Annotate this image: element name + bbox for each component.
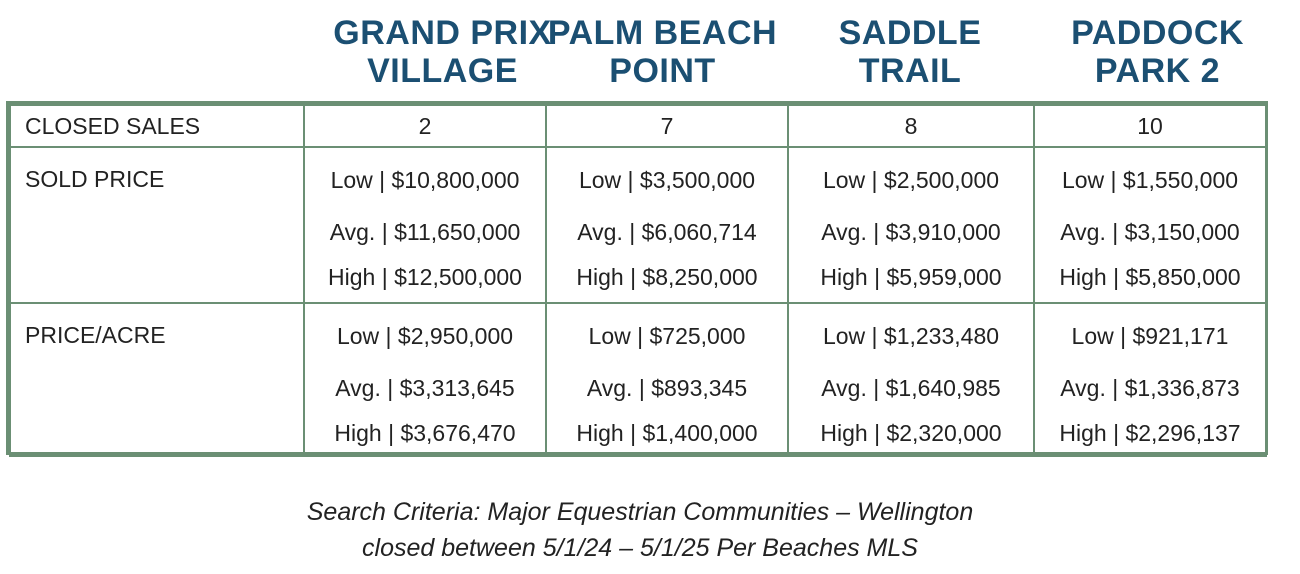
sold-price-low: Low | $3,500,000 [578,167,756,193]
sold-price-low: Low | $2,500,000 [822,167,1000,193]
sold-price-cell: Low | $1,550,000 Avg. | $3,150,000 High … [1033,146,1267,304]
column-header-line: VILLAGE [367,52,518,90]
table-row-sold-price: SOLD PRICE Low | $10,800,000 Avg. | $11,… [9,146,1267,304]
sold-price-cell: Low | $3,500,000 Avg. | $6,060,714 High … [545,146,789,304]
column-header-line: PADDOCK [1071,14,1244,52]
price-acre-high: High | $3,676,470 [334,419,516,446]
sold-price-low: Low | $1,550,000 [1061,167,1239,193]
price-acre-high: High | $2,320,000 [820,419,1002,446]
column-header-palm-beach-point: PALM BEACH POINT [540,14,785,90]
column-header-paddock-park-2: PADDOCK PARK 2 [1035,14,1280,90]
column-headers: GRAND PRIX VILLAGE PALM BEACH POINT SADD… [0,14,1300,94]
sold-price-avg: Avg. | $11,650,000 [329,219,521,245]
column-header-line: PALM BEACH [547,14,778,52]
price-acre-cell: Low | $725,000 Avg. | $893,345 High | $1… [545,302,789,457]
closed-sales-value: 10 [1033,104,1267,148]
column-header-line: GRAND PRIX [333,14,552,52]
sold-price-high: High | $12,500,000 [328,263,522,290]
sold-price-high: High | $8,250,000 [576,263,758,290]
closed-sales-value: 8 [787,104,1035,148]
sold-price-avg: Avg. | $3,150,000 [1060,219,1240,245]
price-acre-high: High | $1,400,000 [576,419,758,446]
footer-line-1: Search Criteria: Major Equestrian Commun… [306,498,974,526]
closed-sales-value: 7 [545,104,789,148]
sold-price-avg: Avg. | $6,060,714 [577,219,757,245]
row-label-closed-sales: CLOSED SALES [9,104,305,148]
sold-price-high: High | $5,850,000 [1059,263,1241,290]
price-acre-avg: Avg. | $3,313,645 [335,375,515,401]
price-acre-cell: Low | $921,171 Avg. | $1,336,873 High | … [1033,302,1267,457]
row-label-price-per-acre: PRICE/ACRE [9,302,305,457]
search-criteria-note: Search Criteria: Major Equestrian Commun… [0,494,1280,566]
sold-price-high: High | $5,959,000 [820,263,1002,290]
price-acre-cell: Low | $1,233,480 Avg. | $1,640,985 High … [787,302,1035,457]
price-acre-low: Low | $921,171 [1071,323,1229,349]
sales-table-grid: CLOSED SALES 2 7 8 10 SOLD PRICE Low | $… [9,104,1267,457]
price-acre-avg: Avg. | $893,345 [586,375,748,401]
column-header-grand-prix-village: GRAND PRIX VILLAGE [300,14,585,90]
sales-table: CLOSED SALES 2 7 8 10 SOLD PRICE Low | $… [6,101,1268,457]
column-header-line: PARK 2 [1094,52,1221,90]
sold-price-avg: Avg. | $3,910,000 [821,219,1001,245]
column-header-line: SADDLE [838,14,982,52]
price-acre-avg: Avg. | $1,336,873 [1060,375,1240,401]
price-acre-low: Low | $1,233,480 [822,323,1000,349]
footer-line-2: closed between 5/1/24 – 5/1/25 Per Beach… [362,534,918,562]
price-acre-low: Low | $725,000 [588,323,746,349]
sold-price-low: Low | $10,800,000 [330,167,520,193]
price-acre-high: High | $2,296,137 [1059,419,1241,446]
price-acre-cell: Low | $2,950,000 Avg. | $3,313,645 High … [303,302,547,457]
column-header-saddle-trail: SADDLE TRAIL [788,14,1032,90]
closed-sales-value: 2 [303,104,547,148]
column-header-line: TRAIL [858,52,962,90]
price-acre-low: Low | $2,950,000 [336,323,514,349]
sold-price-cell: Low | $10,800,000 Avg. | $11,650,000 Hig… [303,146,547,304]
column-header-line: POINT [609,52,716,90]
price-acre-avg: Avg. | $1,640,985 [821,375,1001,401]
row-label-sold-price: SOLD PRICE [9,146,305,304]
sold-price-cell: Low | $2,500,000 Avg. | $3,910,000 High … [787,146,1035,304]
table-row-closed-sales: CLOSED SALES 2 7 8 10 [9,104,1267,148]
table-row-price-per-acre: PRICE/ACRE Low | $2,950,000 Avg. | $3,31… [9,302,1267,457]
